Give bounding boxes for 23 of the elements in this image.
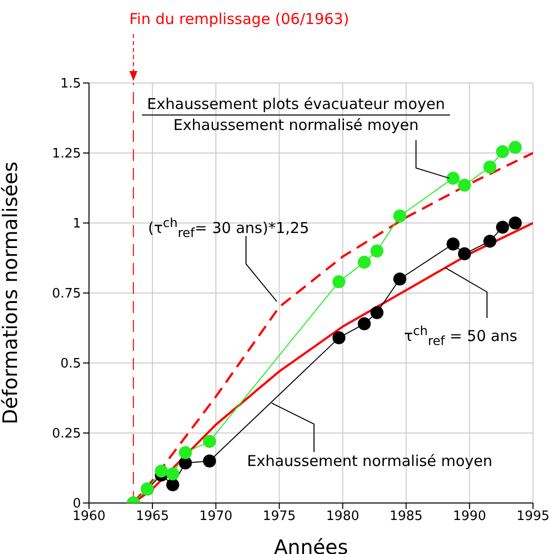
x-tick-label: 1990 [453,509,486,524]
y-tick-label: 1.5 [60,76,81,92]
x-tick-label: 1970 [199,509,232,524]
y-tick-label: 0.75 [52,286,81,302]
x-tick-label: 1960 [72,509,106,524]
y-tick-label: 1 [72,216,81,232]
x-tick-label: 1975 [262,509,296,524]
annotation: Exhaussement normalisé moyen [247,452,492,470]
y-tick-label: 0.25 [52,426,81,442]
annotation: τ$^{ch}$$_{ref}$ = 50 ans [404,322,518,350]
ref-line-label: Fin du remplissage (06/1963) [129,10,350,28]
y-axis-title: Déformations normalisées [0,162,22,424]
x-tick-label: 1965 [136,509,169,524]
y-tick-label: 0 [72,496,81,512]
x-tick-label: 1985 [390,509,423,524]
annotation: Exhaussement plots évacuateur moyen [146,95,446,113]
y-tick-label: 1.25 [52,146,81,162]
annotation: (τ$^{ch}$$_{ref}$= 30 ans)*1,25 [148,214,310,242]
x-axis-title: Années [274,535,348,554]
annotation: Exhaussement normalisé moyen [172,116,420,134]
x-tick-label: 1980 [326,509,360,524]
y-tick-label: 0.5 [60,356,81,372]
x-tick-label: 1995 [516,509,550,524]
